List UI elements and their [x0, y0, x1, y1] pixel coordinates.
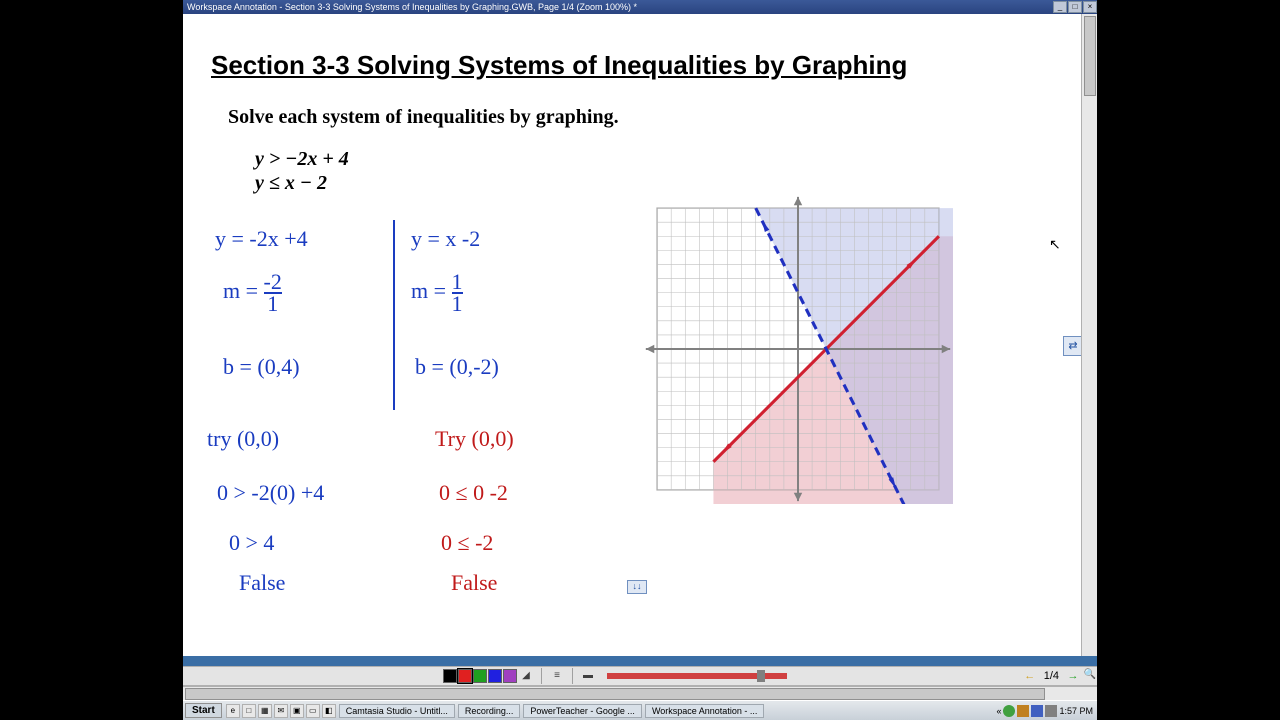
hw-col2-test: 0 ≤ 0 -2: [439, 480, 508, 506]
instruction-text: Solve each system of inequalities by gra…: [228, 106, 619, 129]
tray-chevron-icon[interactable]: «: [996, 706, 1001, 716]
app-window: Workspace Annotation - Section 3-3 Solvi…: [183, 0, 1097, 720]
tray-icon[interactable]: [1017, 705, 1029, 717]
document-canvas[interactable]: Section 3-3 Solving Systems of Inequalit…: [183, 14, 1081, 656]
ql-icon[interactable]: e: [226, 704, 240, 718]
next-page-button[interactable]: →: [1065, 668, 1081, 684]
close-button[interactable]: ×: [1083, 1, 1097, 13]
hw-col1-intercept: b = (0,4): [223, 354, 300, 380]
hw-col2-false: False: [451, 570, 497, 596]
ql-icon[interactable]: ▦: [258, 704, 272, 718]
prev-page-button[interactable]: ←: [1022, 668, 1038, 684]
color-swatch[interactable]: [488, 669, 502, 683]
hw-col1-result: 0 > 4: [229, 530, 274, 556]
hw-col2-try: Try (0,0): [435, 426, 514, 452]
slider-thumb[interactable]: [757, 670, 765, 682]
color-swatch[interactable]: [473, 669, 487, 683]
hw-col2-intercept: b = (0,-2): [415, 354, 499, 380]
tray-icon[interactable]: [1031, 705, 1043, 717]
vscroll-thumb[interactable]: [1084, 16, 1096, 96]
color-swatch[interactable]: [503, 669, 517, 683]
hw-col1-eq: y = -2x +4: [215, 226, 308, 252]
hw-col1-try: try (0,0): [207, 426, 279, 452]
system-tray: « 1:57 PM: [996, 705, 1093, 717]
ql-icon[interactable]: ◧: [322, 704, 336, 718]
hscroll-thumb[interactable]: [185, 688, 1045, 700]
taskbar-button[interactable]: Workspace Annotation - ...: [645, 704, 764, 718]
tray-icon[interactable]: [1003, 705, 1015, 717]
bottom-toolbar: ◢ ≡ ▬ ← 1/4 → 🔍: [183, 666, 1097, 686]
taskbar-button[interactable]: PowerTeacher - Google ...: [523, 704, 642, 718]
quick-launch: e □ ▦ ✉ ▣ ▭ ◧: [226, 704, 336, 718]
thickness-icon[interactable]: ▬: [581, 669, 595, 683]
ql-icon[interactable]: ▣: [290, 704, 304, 718]
ql-icon[interactable]: ✉: [274, 704, 288, 718]
hw-col2-result: 0 ≤ -2: [441, 530, 493, 556]
hw-col1-false: False: [239, 570, 285, 596]
tray-icon[interactable]: [1045, 705, 1057, 717]
taskbar: Start e □ ▦ ✉ ▣ ▭ ◧ Camtasia Studio - Un…: [183, 700, 1097, 720]
hw-col1-test: 0 > -2(0) +4: [217, 480, 324, 506]
maximize-button[interactable]: □: [1068, 1, 1082, 13]
inequality-1: y > −2x + 4: [255, 148, 349, 171]
title-bar[interactable]: Workspace Annotation - Section 3-3 Solvi…: [183, 0, 1097, 14]
color-swatch[interactable]: [458, 669, 472, 683]
dropper-icon[interactable]: ◢: [519, 669, 533, 683]
side-panel-toggle[interactable]: ⇄: [1063, 336, 1083, 356]
page-heading: Section 3-3 Solving Systems of Inequalit…: [211, 50, 907, 81]
minimize-button[interactable]: _: [1053, 1, 1067, 13]
ql-icon[interactable]: □: [242, 704, 256, 718]
list-icon[interactable]: ≡: [550, 669, 564, 683]
clock: 1:57 PM: [1059, 706, 1093, 716]
thickness-slider[interactable]: [607, 673, 787, 679]
bottom-panel-toggle[interactable]: ↓↓: [627, 580, 647, 594]
vertical-scrollbar[interactable]: [1081, 14, 1097, 656]
hw-col2-slope: m = 11: [411, 272, 463, 314]
cursor-icon: ↖: [1049, 236, 1061, 253]
start-button[interactable]: Start: [185, 703, 222, 718]
inequality-2: y ≤ x − 2: [255, 172, 327, 195]
color-palette: [443, 669, 517, 683]
ql-icon[interactable]: ▭: [306, 704, 320, 718]
column-divider: [393, 220, 395, 410]
hw-col1-slope: m = -21: [223, 272, 282, 314]
color-swatch[interactable]: [443, 669, 457, 683]
coordinate-graph: [643, 194, 953, 504]
zoom-tool-icon[interactable]: 🔍: [1083, 669, 1097, 683]
horizontal-scrollbar[interactable]: [183, 686, 1097, 700]
taskbar-button[interactable]: Recording...: [458, 704, 521, 718]
taskbar-button[interactable]: Camtasia Studio - Untitl...: [339, 704, 455, 718]
page-indicator: 1/4: [1044, 670, 1059, 682]
hw-col2-eq: y = x -2: [411, 226, 480, 252]
window-title: Workspace Annotation - Section 3-3 Solvi…: [187, 2, 1053, 12]
